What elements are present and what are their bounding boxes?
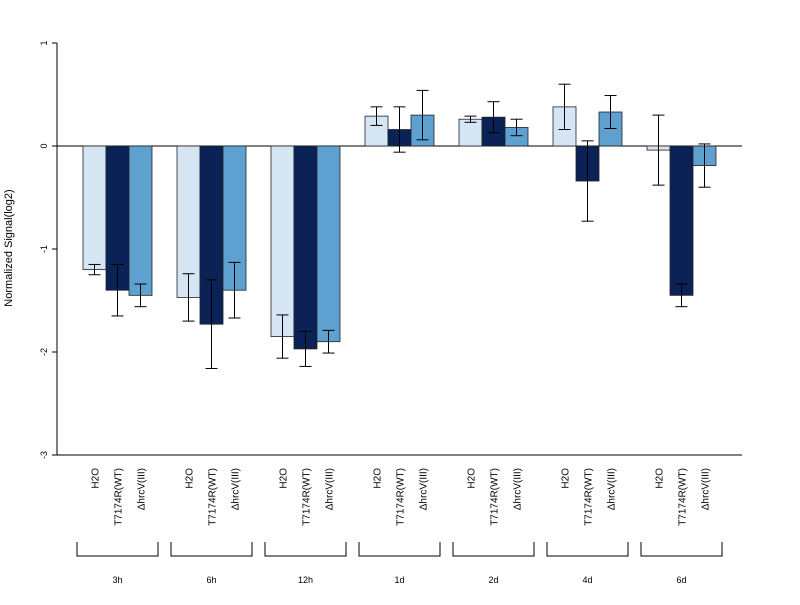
x-category-label: H2O xyxy=(91,468,102,489)
x-category-label: T7174R(WT) xyxy=(208,468,219,526)
x-category-label: T7174R(WT) xyxy=(584,468,595,526)
group-label: 6d xyxy=(676,575,686,585)
y-axis-label: Normalized Signal(log2) xyxy=(3,189,15,306)
group-label: 2d xyxy=(488,575,498,585)
x-category-label: ΔhrcV(III) xyxy=(137,468,148,510)
axes: -3 -2 -1 0 1 xyxy=(39,40,742,459)
x-category-label: ΔhrcV(III) xyxy=(701,468,712,510)
x-category-label: ΔhrcV(III) xyxy=(607,468,618,510)
bar xyxy=(316,145,341,343)
x-category-label: ΔhrcV(III) xyxy=(419,468,430,510)
x-category-label: H2O xyxy=(561,468,572,489)
x-category-label: T7174R(WT) xyxy=(396,468,407,526)
x-category-label: T7174R(WT) xyxy=(114,468,125,526)
bar xyxy=(293,145,318,350)
y-tick-label: 1 xyxy=(39,40,49,45)
x-category-label: H2O xyxy=(467,468,478,489)
group-label: 6h xyxy=(206,575,216,585)
group-label: 1d xyxy=(394,575,404,585)
x-category-label: ΔhrcV(III) xyxy=(513,468,524,510)
group-label: 3h xyxy=(112,575,122,585)
x-category-label: T7174R(WT) xyxy=(490,468,501,526)
y-tick-label: -2 xyxy=(39,348,49,356)
group-bracket xyxy=(640,542,723,557)
x-category-labels: H2O T7174R(WT) ΔhrcV(III) H2O T7174R(WT) Δhrc… xyxy=(91,468,712,526)
bar xyxy=(458,118,483,147)
x-category-label: T7174R(WT) xyxy=(678,468,689,526)
bar xyxy=(270,145,295,337)
group-bracket xyxy=(546,542,629,557)
x-category-label: ΔhrcV(III) xyxy=(231,468,242,510)
x-category-label: H2O xyxy=(655,468,666,489)
error-bars xyxy=(88,83,711,369)
group-bracket xyxy=(452,542,535,557)
group-brackets: 3h 6h 12h 1d 2d 4d 6d xyxy=(76,542,723,585)
x-category-label: T7174R(WT) xyxy=(302,468,313,526)
bar xyxy=(128,145,153,296)
bar xyxy=(669,145,694,296)
group-bracket xyxy=(170,542,253,557)
x-category-label: H2O xyxy=(373,468,384,489)
x-category-label: ΔhrcV(III) xyxy=(325,468,336,510)
group-label: 12h xyxy=(298,575,313,585)
group-bracket xyxy=(264,542,347,557)
x-category-label: H2O xyxy=(185,468,196,489)
group-label: 4d xyxy=(582,575,592,585)
bar xyxy=(82,145,107,270)
y-tick-label: -1 xyxy=(39,245,49,253)
y-tick-label: -3 xyxy=(39,451,49,459)
group-bracket xyxy=(76,542,159,557)
x-category-label: H2O xyxy=(279,468,290,489)
y-tick-label: 0 xyxy=(39,143,49,148)
group-bracket xyxy=(358,542,441,557)
